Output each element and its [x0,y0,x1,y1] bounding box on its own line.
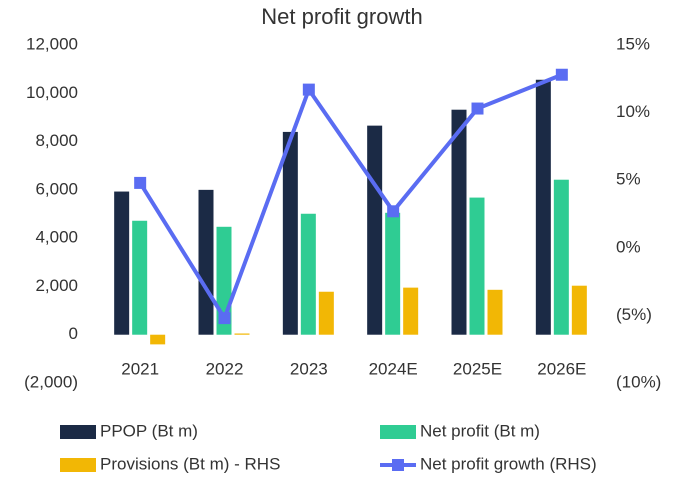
marker [218,312,231,325]
y-tick-label: 10,000 [26,83,78,102]
y2-tick-label: (10%) [616,372,661,391]
line [138,72,563,323]
y2-tick-label: (5%) [616,305,652,324]
y2-tick-label: 10% [616,102,650,121]
bar [114,191,130,335]
chart-title: Net profit growth [261,4,422,29]
legend-label: PPOP (Bt m) [100,421,198,440]
marker [555,68,568,81]
marker [302,83,315,96]
bar [469,197,485,335]
bar [150,334,166,345]
y-tick-label: 0 [69,324,78,343]
bar [234,333,250,335]
y2-tick-label: 0% [616,237,641,256]
bar [300,213,316,335]
y-tick-label: 6,000 [35,179,78,198]
marker [471,102,484,115]
y2-tick-label: 5% [616,170,641,189]
x-tick-label: 2025E [453,359,502,378]
bar [198,189,214,335]
y-tick-label: 4,000 [35,228,78,247]
legend-label: Net profit growth (RHS) [420,454,597,473]
legend-swatch [392,459,404,471]
y-tick-label: (2,000) [24,372,78,391]
bar [571,285,587,335]
bar [385,212,401,335]
y-tick-label: 8,000 [35,131,78,150]
y-tick-label: 12,000 [26,34,78,53]
x-tick-label: 2022 [206,359,244,378]
bar [367,125,383,335]
y2-tick-label: 15% [616,34,650,53]
marker [134,176,147,189]
legend-swatch [60,458,96,472]
bar [487,289,503,335]
bar [318,291,334,335]
bar [535,79,551,335]
bar [282,131,298,335]
x-tick-label: 2026E [537,359,586,378]
legend-swatch [380,425,416,439]
legend-swatch [60,425,96,439]
x-tick-label: 2023 [290,359,328,378]
bar [451,109,467,335]
y-tick-label: 2,000 [35,276,78,295]
marker [387,205,400,218]
bar [553,179,569,335]
x-tick-label: 2024E [369,359,418,378]
bar [132,220,148,335]
bar [403,287,419,335]
legend-label: Net profit (Bt m) [420,421,540,440]
legend-label: Provisions (Bt m) - RHS [100,454,280,473]
x-tick-label: 2021 [121,359,159,378]
